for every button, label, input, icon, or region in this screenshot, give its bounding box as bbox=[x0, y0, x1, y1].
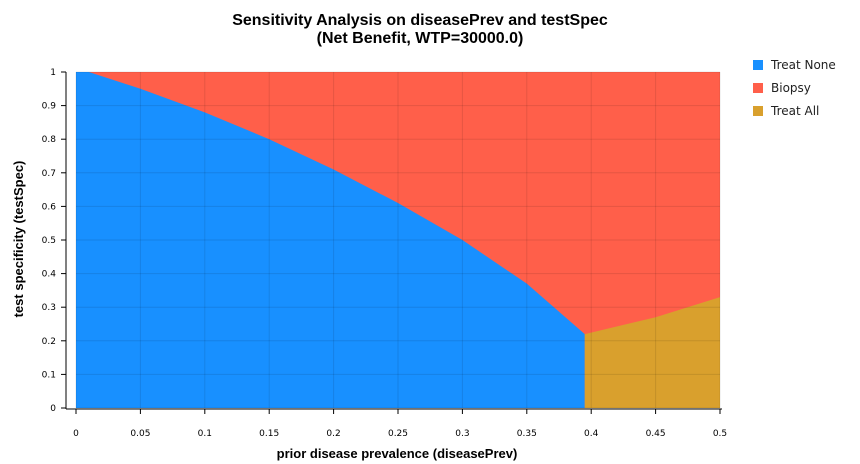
region-treat-all bbox=[584, 297, 720, 408]
legend-swatch bbox=[753, 60, 763, 70]
y-tick-label: 1 bbox=[50, 68, 56, 78]
legend-swatch bbox=[753, 106, 763, 116]
legend-item: Treat All bbox=[753, 104, 819, 118]
y-tick-label: 0.4 bbox=[42, 270, 57, 280]
x-axis-label: prior disease prevalence (diseasePrev) bbox=[277, 446, 518, 461]
region-treat-none bbox=[76, 72, 585, 408]
plot-regions bbox=[76, 72, 720, 408]
x-tick-label: 0.15 bbox=[259, 429, 279, 439]
y-tick-label: 0.9 bbox=[42, 102, 57, 112]
legend-label: Treat All bbox=[770, 104, 819, 118]
legend-label: Biopsy bbox=[771, 81, 811, 95]
x-tick-label: 0.4 bbox=[584, 429, 599, 439]
y-tick-label: 0.1 bbox=[42, 370, 56, 380]
legend-label: Treat None bbox=[770, 58, 836, 72]
y-tick-label: 0.5 bbox=[42, 236, 56, 246]
chart-title: Sensitivity Analysis on diseasePrev and … bbox=[232, 12, 608, 29]
y-tick-label: 0 bbox=[50, 404, 56, 414]
y-axis-label: test specificity (testSpec) bbox=[11, 161, 26, 318]
y-axis-ticks: 0 0.1 0.2 0.3 0.4 0.5 0.6 0.7 0.8 0.9 1 bbox=[42, 68, 66, 414]
y-tick-label: 0.3 bbox=[42, 303, 56, 313]
y-tick-label: 0.6 bbox=[42, 202, 57, 212]
chart-subtitle: (Net Benefit, WTP=30000.0) bbox=[317, 30, 524, 47]
x-tick-label: 0.05 bbox=[130, 429, 150, 439]
x-axis-ticks: 0 0.05 0.1 0.15 0.2 0.25 0.3 0.35 0.4 0.45 0.5 bbox=[73, 409, 727, 439]
y-tick-label: 0.2 bbox=[42, 337, 56, 347]
x-tick-label: 0.5 bbox=[713, 429, 727, 439]
grid-lines bbox=[75, 71, 721, 409]
x-tick-label: 0.2 bbox=[326, 429, 340, 439]
legend-item: Biopsy bbox=[753, 81, 811, 95]
y-tick-label: 0.8 bbox=[42, 135, 57, 145]
legend-item: Treat None bbox=[753, 58, 836, 72]
x-tick-label: 0 bbox=[73, 429, 79, 439]
y-tick-label: 0.7 bbox=[42, 169, 56, 179]
legend: Treat None Biopsy Treat All bbox=[753, 58, 836, 118]
legend-swatch bbox=[753, 83, 763, 93]
x-tick-label: 0.45 bbox=[646, 429, 666, 439]
x-tick-label: 0.3 bbox=[455, 429, 469, 439]
x-tick-label: 0.1 bbox=[198, 429, 212, 439]
x-tick-label: 0.35 bbox=[517, 429, 537, 439]
x-tick-label: 0.25 bbox=[388, 429, 408, 439]
